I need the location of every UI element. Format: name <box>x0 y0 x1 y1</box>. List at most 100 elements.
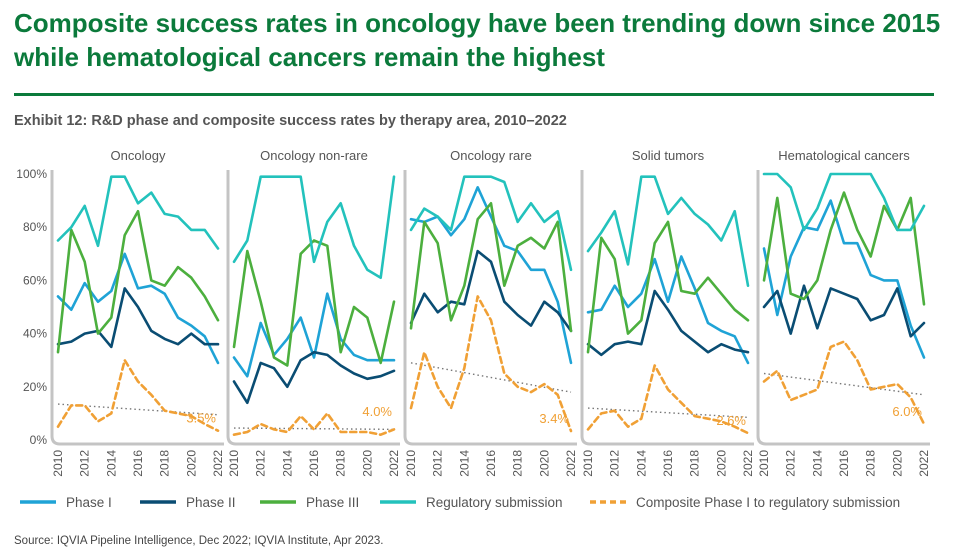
x-tick-label: 2012 <box>78 450 92 477</box>
panel-frame <box>226 170 400 446</box>
x-tick-label: 2022 <box>211 450 225 477</box>
x-tick-label: 2022 <box>387 450 401 477</box>
series-line-phase2 <box>762 284 926 338</box>
panel-4: Hematological cancers 6.0% 2010 2012 2014 201… <box>756 148 931 477</box>
x-tick-label: 2010 <box>581 450 595 477</box>
legend-item-phase1: Phase I <box>20 495 112 510</box>
y-tick-label: 40% <box>23 327 47 341</box>
panel-title: Solid tumors <box>632 148 705 163</box>
x-tick-label: 2012 <box>254 450 268 477</box>
legend-label: Composite Phase I to regulatory submissi… <box>636 495 900 510</box>
series-line-regulatory <box>762 172 926 232</box>
panel-frame <box>50 170 224 446</box>
x-tick-label: 2020 <box>890 450 904 477</box>
legend-item-phase3: Phase III <box>260 495 359 510</box>
y-tick-label: 20% <box>23 380 47 394</box>
series-line-phase3 <box>232 239 396 367</box>
series-line-phase2 <box>232 350 396 405</box>
panel-frame <box>756 170 930 446</box>
y-tick-label: 80% <box>23 220 47 234</box>
panel-title: Oncology <box>111 148 166 163</box>
x-tick-label: 2012 <box>608 450 622 477</box>
exhibit-title: Exhibit 12: R&D phase and composite succ… <box>14 113 567 129</box>
series-line-phase1 <box>232 292 396 378</box>
composite-annotation: 3.4% <box>539 411 569 426</box>
x-tick-label: 2016 <box>661 450 675 477</box>
x-tick-label: 2022 <box>917 450 931 477</box>
trend-line <box>410 362 572 393</box>
series-line-phase1 <box>762 199 926 359</box>
x-tick-label: 2010 <box>51 450 65 477</box>
panel-0: Oncology 3.5% 2010 2012 2014 2016 2018 2020 2022 <box>50 148 225 477</box>
headline: Composite success rates in oncology have… <box>14 8 941 72</box>
legend-label: Regulatory submission <box>426 495 563 510</box>
y-tick-label: 100% <box>16 167 47 181</box>
panel-3: Solid tumors 2.6% 2010 2012 2014 2016 2018 2020… <box>580 148 755 477</box>
series-line-regulatory <box>232 175 396 279</box>
x-tick-label: 2010 <box>227 450 241 477</box>
legend-label: Phase III <box>306 495 359 510</box>
series-line-phase2 <box>56 287 220 349</box>
x-tick-label: 2010 <box>757 450 771 477</box>
panel-title: Oncology rare <box>450 148 532 163</box>
series-line-phase1 <box>586 255 750 365</box>
panel-frame <box>403 170 577 446</box>
small-multiples-chart: 100% 80% 60% 40% 20% 0% Oncology 3.5% 2010 2012 2… <box>16 148 931 510</box>
legend: Phase I Phase II Phase III Regulatory submi… <box>20 495 900 510</box>
x-tick-label: 2022 <box>564 450 578 477</box>
y-tick-label: 60% <box>23 273 47 287</box>
series-line-phase2 <box>586 289 750 357</box>
chart-panels: Oncology 3.5% 2010 2012 2014 2016 2018 2020 2022… <box>50 148 931 477</box>
legend-item-regulatory: Regulatory submission <box>380 495 563 510</box>
panel-1: Oncology non-rare 4.0% 2010 2012 2014 2016 201… <box>226 148 401 477</box>
x-tick-label: 2010 <box>404 450 418 477</box>
composite-annotation: 6.0% <box>892 404 922 419</box>
y-axis: 100% 80% 60% 40% 20% 0% <box>16 167 47 447</box>
series-line-regulatory <box>586 175 750 287</box>
x-tick-label: 2016 <box>484 450 498 477</box>
x-tick-label: 2014 <box>457 450 471 477</box>
series-line-phase2 <box>409 249 573 333</box>
composite-annotation: 4.0% <box>362 404 392 419</box>
x-tick-label: 2016 <box>131 450 145 477</box>
panel-title: Oncology non-rare <box>260 148 368 163</box>
x-tick-label: 2018 <box>864 450 878 477</box>
x-tick-label: 2020 <box>537 450 551 477</box>
x-tick-label: 2014 <box>634 450 648 477</box>
x-tick-label: 2014 <box>280 450 294 477</box>
series-line-composite <box>232 412 396 437</box>
series-line-composite <box>56 358 220 433</box>
panel-2: Oncology rare 3.4% 2010 2012 2014 2016 2018 202… <box>403 148 578 477</box>
source-note: Source: IQVIA Pipeline Intelligence, Dec… <box>14 535 384 547</box>
series-line-regulatory <box>56 175 220 250</box>
x-tick-label: 2014 <box>104 450 118 477</box>
series-line-composite <box>762 340 926 426</box>
x-tick-label: 2020 <box>360 450 374 477</box>
legend-item-phase2: Phase II <box>140 495 236 510</box>
series-line-phase1 <box>56 252 220 365</box>
x-tick-label: 2016 <box>307 450 321 477</box>
y-tick-label: 0% <box>30 433 48 447</box>
x-tick-label: 2018 <box>158 450 172 477</box>
x-tick-label: 2014 <box>810 450 824 477</box>
panel-frame <box>580 170 754 446</box>
x-tick-label: 2018 <box>688 450 702 477</box>
legend-item-composite: Composite Phase I to regulatory submissi… <box>590 495 900 510</box>
x-tick-label: 2012 <box>784 450 798 477</box>
series-line-composite <box>586 364 750 435</box>
x-tick-label: 2018 <box>511 450 525 477</box>
x-tick-label: 2022 <box>741 450 755 477</box>
title-rule <box>14 93 934 96</box>
legend-label: Phase I <box>66 495 112 510</box>
x-tick-label: 2016 <box>837 450 851 477</box>
series-line-composite <box>409 295 573 433</box>
x-tick-label: 2020 <box>714 450 728 477</box>
series-line-phase3 <box>586 220 750 354</box>
x-tick-label: 2018 <box>334 450 348 477</box>
x-tick-label: 2012 <box>431 450 445 477</box>
composite-annotation: 2.6% <box>716 413 746 428</box>
series-line-phase3 <box>56 209 220 354</box>
legend-label: Phase II <box>186 495 236 510</box>
composite-annotation: 3.5% <box>186 411 216 426</box>
series-line-regulatory <box>409 175 573 272</box>
